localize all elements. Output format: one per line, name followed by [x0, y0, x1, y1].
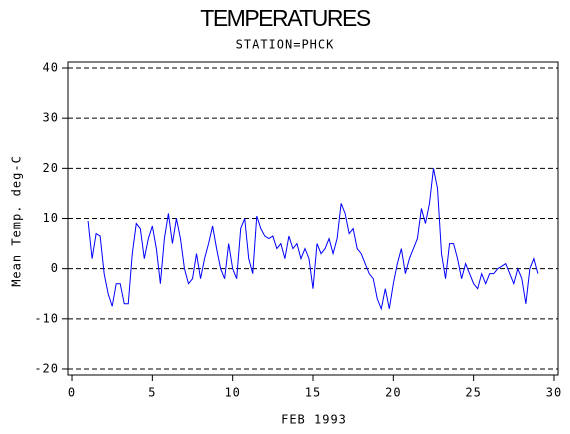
y-tick-label: 20: [43, 161, 59, 175]
x-tick-label: 5: [148, 386, 156, 400]
x-tick-label: 0: [68, 386, 76, 400]
y-tick-label: 30: [43, 111, 59, 125]
chart-title: TEMPERATURES: [200, 5, 371, 31]
y-tick-label: 10: [43, 211, 59, 225]
x-tick-label: 20: [385, 386, 401, 400]
y-tick-label: -10: [34, 311, 59, 325]
y-tick-label: 0: [51, 261, 59, 275]
x-tick-label: 25: [465, 386, 481, 400]
chart-subtitle: STATION=PHCK: [236, 38, 335, 52]
x-tick-label: 10: [224, 386, 240, 400]
plot-frame: [67, 61, 559, 376]
y-tick-label: -20: [34, 361, 59, 375]
x-axis-label: FEB 1993: [281, 413, 347, 427]
y-axis-label: Mean Temp. deg-C: [10, 155, 24, 287]
x-tick-label: 30: [546, 386, 562, 400]
y-tick-label: 40: [43, 61, 59, 75]
x-tick-label: 15: [305, 386, 321, 400]
temperature-line: [87, 168, 539, 311]
